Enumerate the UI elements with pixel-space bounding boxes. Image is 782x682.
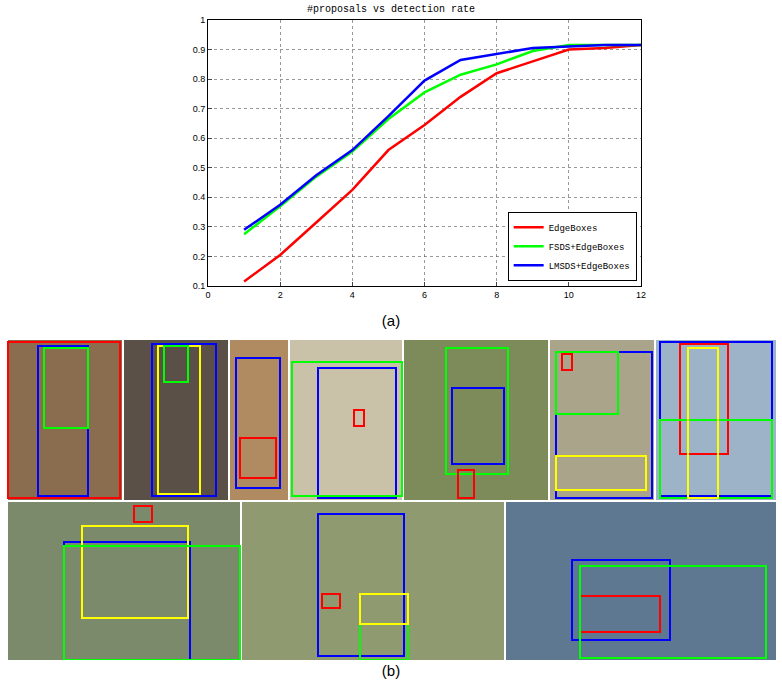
svg-text:0.2: 0.2 xyxy=(193,252,206,262)
svg-text:8: 8 xyxy=(494,290,499,300)
svg-text:EdgeBoxes: EdgeBoxes xyxy=(549,224,598,234)
svg-text:0.1: 0.1 xyxy=(193,281,206,291)
svg-text:0: 0 xyxy=(205,290,210,300)
svg-text:10: 10 xyxy=(564,290,574,300)
svg-text:4: 4 xyxy=(350,290,355,300)
html-text:(a): (a) xyxy=(381,312,401,329)
svg-text:0.8: 0.8 xyxy=(193,74,206,84)
svg-text:6: 6 xyxy=(422,290,427,300)
svg-text:0.7: 0.7 xyxy=(193,104,206,114)
svg-text:0.4: 0.4 xyxy=(193,192,206,202)
svg-text:1: 1 xyxy=(200,15,205,25)
svg-text:LMSDS+EdgeBoxes: LMSDS+EdgeBoxes xyxy=(549,262,630,272)
svg-text:0.3: 0.3 xyxy=(193,222,206,232)
html-text:(b): (b) xyxy=(381,662,401,679)
svg-text:2: 2 xyxy=(278,290,283,300)
svg-text:FSDS+EdgeBoxes: FSDS+EdgeBoxes xyxy=(549,243,625,253)
svg-text:#proposals vs detection rate: #proposals vs detection rate xyxy=(307,4,475,15)
svg-text:0.6: 0.6 xyxy=(193,133,206,143)
svg-text:0.5: 0.5 xyxy=(193,163,206,173)
svg-text:12: 12 xyxy=(636,290,646,300)
svg-text:0.9: 0.9 xyxy=(193,45,206,55)
